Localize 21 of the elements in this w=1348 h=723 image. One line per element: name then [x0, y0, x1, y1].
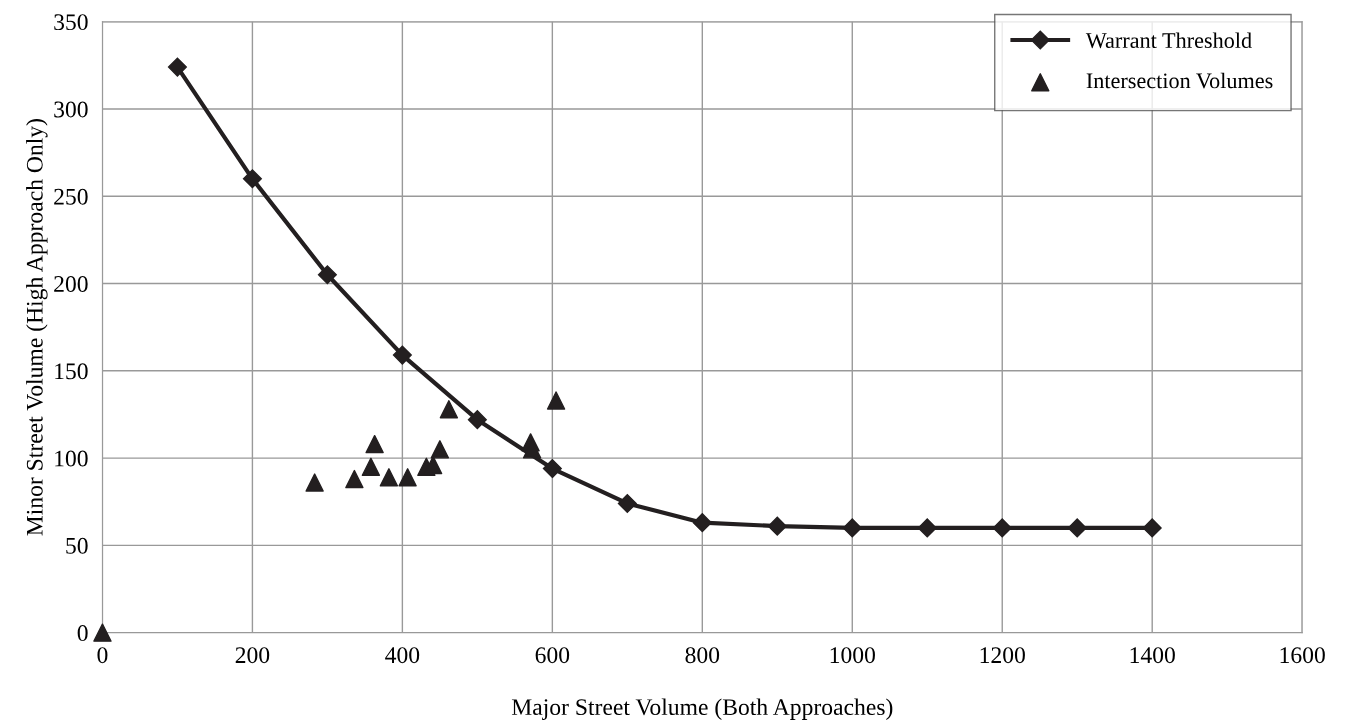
- x-tick-label: 1200: [980, 647, 1025, 664]
- x-tick-label: 800: [685, 647, 720, 664]
- x-tick-label: 1600: [1280, 647, 1325, 664]
- legend-label: Intersection Volumes: [1086, 72, 1273, 89]
- y-tick-label: 300: [54, 101, 88, 118]
- x-tick-label: 400: [385, 647, 420, 664]
- x-tick-label: 200: [235, 647, 270, 664]
- x-tick-label: 1400: [1130, 647, 1175, 664]
- y-tick-label: 50: [66, 537, 88, 554]
- y-tick-label: 0: [77, 625, 88, 642]
- x-axis-title: Major Street Volume (Both Approaches): [511, 698, 893, 720]
- y-tick-label: 250: [54, 188, 88, 205]
- x-tick-label: 600: [535, 647, 570, 664]
- y-tick-label: 150: [55, 363, 88, 380]
- x-tick-label: 0: [97, 647, 108, 664]
- x-tick-label: 1000: [830, 647, 875, 664]
- y-tick-label: 100: [55, 450, 88, 467]
- y-axis-title: Minor Street Volume (High Approach Only): [26, 119, 48, 536]
- y-tick-label: 200: [54, 276, 88, 292]
- legend-label: Warrant Threshold: [1085, 32, 1252, 49]
- y-tick-label: 350: [54, 14, 88, 31]
